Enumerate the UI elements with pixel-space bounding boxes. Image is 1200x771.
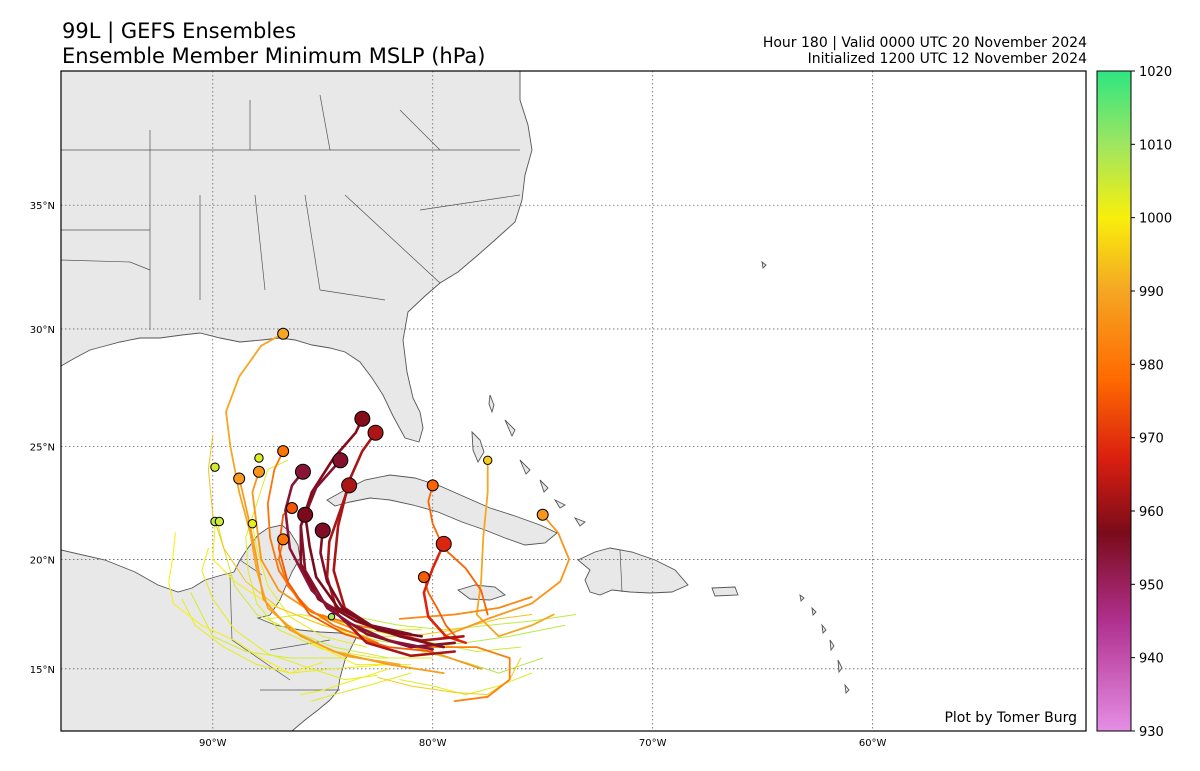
track-endpoint-marker: [277, 445, 290, 458]
bahamas-islands: [471, 260, 767, 527]
ensemble-tracks: [168, 332, 577, 702]
ensemble-track: [201, 547, 379, 681]
cuba: [326, 474, 558, 546]
colorbar-tick-label: 990: [1139, 285, 1164, 300]
valid-time-label: Hour 180 | Valid 0000 UTC 20 November 20…: [762, 35, 1087, 51]
puerto-rico: [711, 586, 739, 597]
graticule: [61, 71, 1086, 731]
ensemble-track: [377, 657, 522, 696]
init-time-label: Initialized 1200 UTC 12 November 2024: [807, 51, 1087, 67]
ensemble-track: [325, 484, 456, 658]
credit-box: Plot by Tomer Burg: [936, 703, 1082, 729]
track-endpoint-marker: [332, 452, 349, 469]
track-endpoint-marker: [277, 533, 290, 546]
track-endpoint-marker: [327, 612, 336, 621]
map-frame: [60, 70, 1087, 732]
colorbar-tick-label: 960: [1139, 505, 1164, 520]
ensemble-track: [299, 459, 456, 649]
lat-tick-label: 30°N: [30, 325, 55, 336]
ensemble-track: [266, 450, 379, 644]
ensemble-track: [399, 672, 533, 696]
ensemble-track: [251, 470, 482, 670]
track-endpoint-marker: [294, 463, 311, 480]
track-endpoint-marker: [435, 535, 452, 552]
track-endpoint-marker: [314, 522, 331, 539]
map-subtitle: Ensemble Member Minimum MSLP (hPa): [62, 44, 486, 68]
track-endpoints: [210, 327, 549, 621]
ensemble-track: [238, 477, 445, 674]
mslp-colorbar: 1020 1010 1000 990 980 970 960 950 940 930: [1096, 65, 1172, 740]
track-endpoint-marker: [247, 519, 258, 529]
ensemble-track: [168, 532, 324, 674]
ensemble-track: [442, 513, 570, 638]
track-endpoint-marker: [233, 472, 246, 485]
credit-text: Plot by Tomer Burg: [944, 710, 1077, 726]
track-endpoint-marker: [417, 571, 430, 584]
colorbar-tick-label: 970: [1139, 432, 1164, 447]
colorbar-tick-label: 930: [1139, 725, 1164, 740]
colorbar-gradient: [1096, 70, 1132, 732]
track-endpoint-marker: [214, 516, 225, 527]
track-endpoint-marker: [483, 455, 493, 465]
ensemble-track: [181, 598, 390, 674]
track-endpoint-marker: [277, 327, 290, 340]
track-endpoint-marker: [252, 465, 265, 478]
lat-tick-label: 15°N: [30, 665, 55, 676]
colorbar-tick-label: 1010: [1139, 138, 1172, 153]
lon-tick-label: 90°W: [199, 738, 227, 749]
track-endpoint-marker: [426, 479, 439, 492]
us-landmass: [61, 71, 533, 443]
lon-tick-label: 70°W: [639, 738, 667, 749]
ensemble-track: [300, 668, 390, 696]
track-endpoint-marker: [285, 501, 298, 514]
ensemble-track: [289, 624, 412, 665]
ensemble-track: [420, 646, 511, 702]
ensemble-track: [421, 651, 544, 674]
ensemble-track: [277, 507, 434, 653]
ensemble-track: [311, 672, 412, 702]
track-endpoint-marker: [210, 462, 220, 472]
track-endpoint-marker: [354, 410, 371, 427]
ensemble-track: [303, 513, 423, 638]
colorbar-tick-label: 940: [1139, 652, 1164, 667]
colorbar-tick-label: 1020: [1139, 65, 1172, 80]
ensemble-track: [251, 523, 368, 648]
lon-tick-label: 80°W: [419, 738, 447, 749]
track-endpoint-marker: [254, 453, 264, 463]
colorbar-tick-label: 950: [1139, 578, 1164, 593]
track-endpoint-marker: [297, 506, 314, 523]
track-endpoint-marker: [367, 424, 384, 441]
axis-tick-labels: 15°N 20°N 25°N 30°N 35°N 90°W 80°W 70°W 60°W: [30, 201, 887, 749]
ensemble-track: [190, 592, 346, 659]
lon-tick-label: 60°W: [859, 738, 887, 749]
ensemble-track: [475, 459, 555, 638]
lat-tick-label: 20°N: [30, 555, 55, 566]
map-title: 99L | GEFS Ensembles: [62, 19, 297, 43]
ensemble-track: [284, 470, 434, 651]
ensemble-track: [207, 434, 533, 637]
lat-tick-label: 35°N: [30, 201, 55, 212]
colorbar-tick-label: 980: [1139, 358, 1164, 373]
state-borders: [61, 94, 521, 330]
ensemble-track: [319, 529, 412, 636]
track-endpoint-marker: [341, 477, 358, 494]
lesser-antilles: [799, 593, 850, 694]
track-endpoint-marker: [536, 508, 549, 521]
lat-tick-label: 25°N: [30, 443, 55, 454]
colorbar-tick-label: 1000: [1139, 212, 1172, 227]
